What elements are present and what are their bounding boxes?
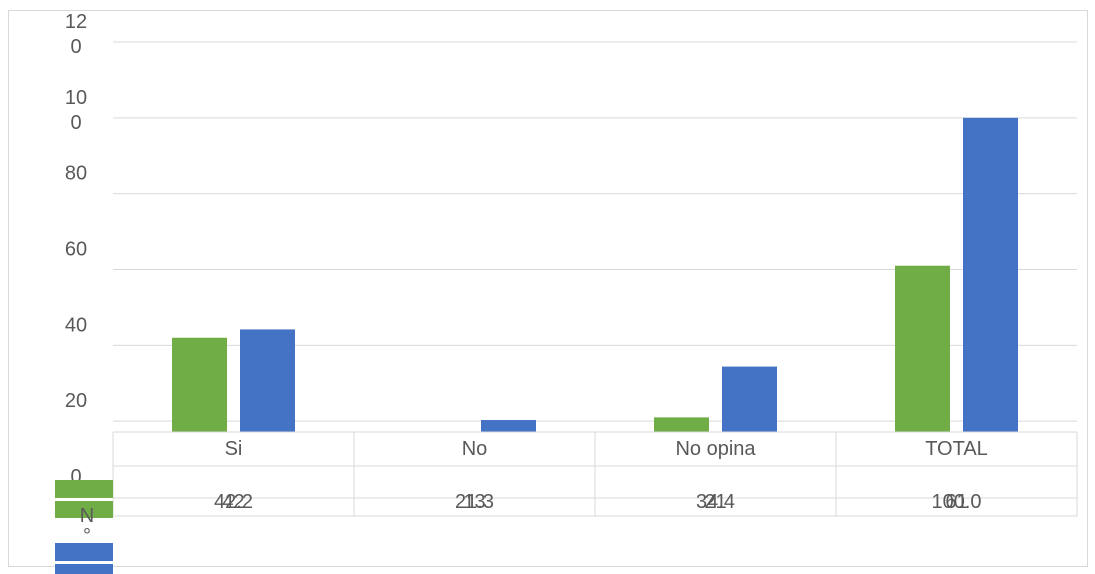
legend-key bbox=[55, 564, 113, 574]
data-label: 34.4 bbox=[696, 491, 735, 513]
bar bbox=[895, 265, 950, 432]
legend-key bbox=[55, 480, 113, 498]
x-category-label: No opina bbox=[675, 438, 756, 460]
x-category-label: Si bbox=[225, 438, 243, 460]
data-label: 21 bbox=[704, 491, 726, 513]
bar bbox=[481, 420, 536, 432]
y-tick-label: 10 0 bbox=[65, 87, 87, 134]
data-label: 21.3 bbox=[455, 491, 494, 513]
data-label: 42.2 bbox=[214, 491, 253, 513]
data-label: 42 bbox=[222, 491, 244, 513]
bar bbox=[172, 337, 227, 432]
bars bbox=[172, 117, 1018, 432]
y-tick-label: 80 bbox=[65, 163, 87, 185]
data-label: 100.0 bbox=[931, 491, 981, 513]
bar bbox=[654, 417, 709, 432]
legend-key bbox=[55, 501, 113, 518]
x-category-label: TOTAL bbox=[925, 438, 988, 460]
bar bbox=[722, 366, 777, 432]
y-tick-label: 0 bbox=[70, 466, 81, 488]
legend-key-divider bbox=[55, 561, 113, 564]
legend-key bbox=[55, 543, 113, 561]
chart-frame bbox=[8, 10, 1088, 567]
y-tick-label: 40 bbox=[65, 314, 87, 336]
bar bbox=[240, 329, 295, 432]
x-category-label: No bbox=[462, 438, 488, 460]
bar bbox=[963, 117, 1018, 432]
y-tick-label: 20 bbox=[65, 390, 87, 412]
y-tick-label: 60 bbox=[65, 239, 87, 261]
data-label: 13 bbox=[463, 491, 485, 513]
y-tick-label: 12 0 bbox=[65, 11, 87, 58]
data-table-row-label: N ° bbox=[80, 505, 94, 547]
data-label: 61 bbox=[945, 491, 967, 513]
legend-key-divider bbox=[55, 498, 113, 501]
y-axis-ticks: 0 20 40 60 80 10 0 12 0 bbox=[65, 11, 87, 488]
